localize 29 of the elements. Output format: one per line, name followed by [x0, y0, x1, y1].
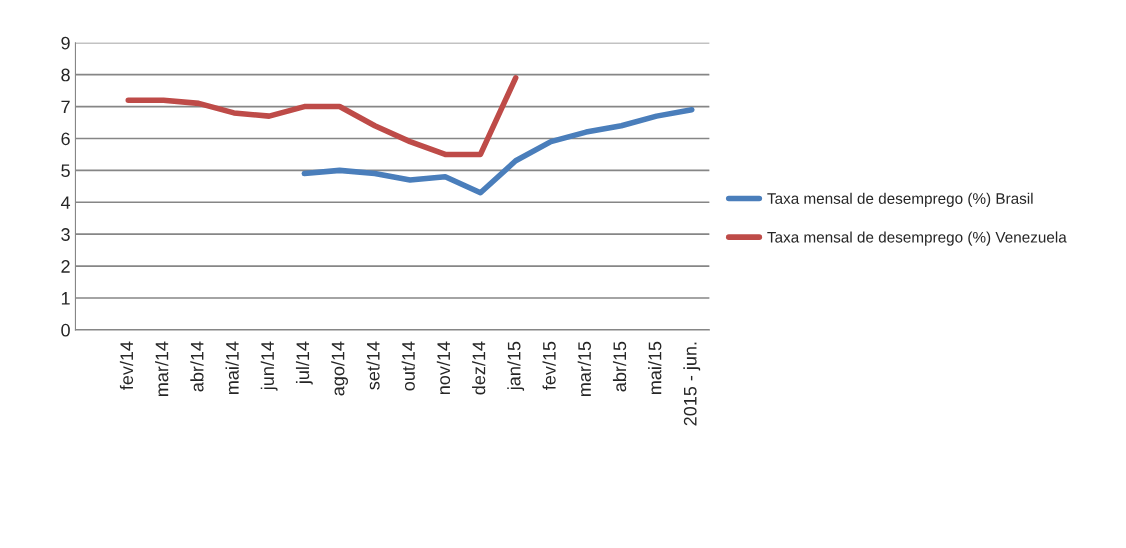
x-tick-label: 2015 - jun.	[683, 342, 701, 426]
y-tick-label: 3	[61, 228, 70, 241]
x-tick-label: fev/15	[542, 341, 556, 390]
x-tick-label: dez/14	[472, 341, 486, 395]
x-tick-label: ago/14	[331, 341, 348, 396]
x-tick-label: out/14	[401, 341, 415, 391]
y-tick-label: 1	[61, 292, 70, 305]
x-tick-label: mai/14	[225, 341, 239, 394]
y-tick-label: 6	[61, 132, 70, 146]
y-tick-label: 5	[61, 164, 70, 178]
x-tick-label: mai/15	[648, 341, 662, 394]
x-tick-label: abr/15	[612, 341, 627, 392]
x-tick-label: jul/14	[295, 341, 313, 385]
legend-label: Taxa mensal de desemprego (%) Brasil	[767, 192, 1033, 207]
y-tick-label: 7	[61, 100, 70, 114]
legend-label: Taxa mensal de desemprego (%) Venezuela	[767, 231, 1067, 246]
y-tick-label: 4	[60, 196, 71, 209]
x-tick-label: jan/15	[507, 341, 525, 391]
x-tick-label: jun/14	[260, 341, 278, 391]
x-tick-label: mar/14	[155, 341, 169, 396]
x-tick-label: nov/14	[436, 341, 451, 395]
x-tick-label: mar/15	[577, 341, 591, 396]
x-tick-label: fev/14	[119, 341, 134, 390]
y-tick-label: 2	[61, 260, 70, 273]
y-tick-label: 8	[61, 68, 70, 82]
y-tick-label: 0	[61, 323, 70, 337]
y-tick-label: 9	[61, 36, 70, 50]
x-tick-label: abr/14	[190, 341, 204, 392]
x-tick-label: set/14	[366, 341, 380, 390]
